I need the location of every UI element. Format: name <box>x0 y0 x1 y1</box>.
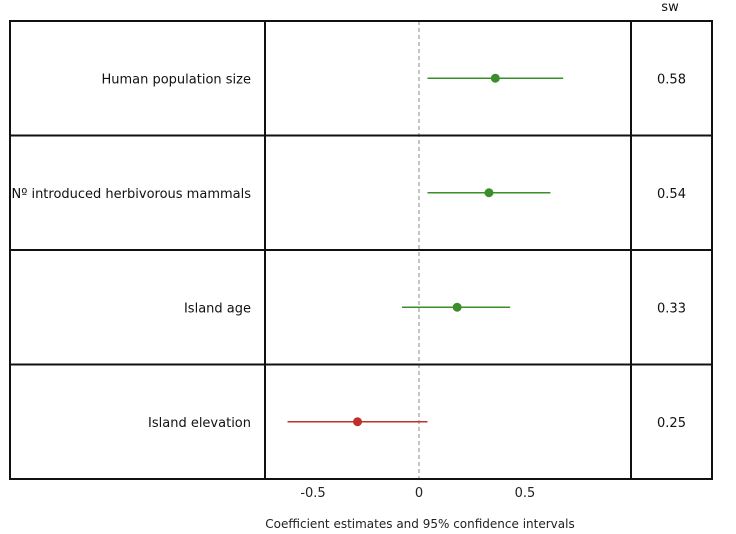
x-axis-label: Coefficient estimates and 95% confidence… <box>265 517 574 531</box>
x-tick-label: -0.5 <box>300 486 325 501</box>
estimate-point <box>353 417 363 427</box>
row-label: Nº introduced herbivorous mammals <box>11 187 251 202</box>
estimate-point <box>490 73 500 83</box>
row-label: Human population size <box>101 72 251 87</box>
plot-marks: Human population size 0.58 Nº introduced h… <box>11 72 686 501</box>
sw-value: 0.33 <box>657 301 686 316</box>
sw-value: 0.25 <box>657 416 686 431</box>
sw-value: 0.54 <box>657 187 686 202</box>
row-label: Island elevation <box>148 416 251 431</box>
x-tick-label: 0 <box>415 486 423 501</box>
sw-header: sw <box>661 0 679 15</box>
estimate-point <box>484 188 494 198</box>
x-tick-label: 0.5 <box>515 486 536 501</box>
row-label: Island age <box>184 301 251 316</box>
estimate-point <box>452 302 462 312</box>
sw-value: 0.58 <box>657 72 686 87</box>
plot-frame <box>9 20 713 480</box>
